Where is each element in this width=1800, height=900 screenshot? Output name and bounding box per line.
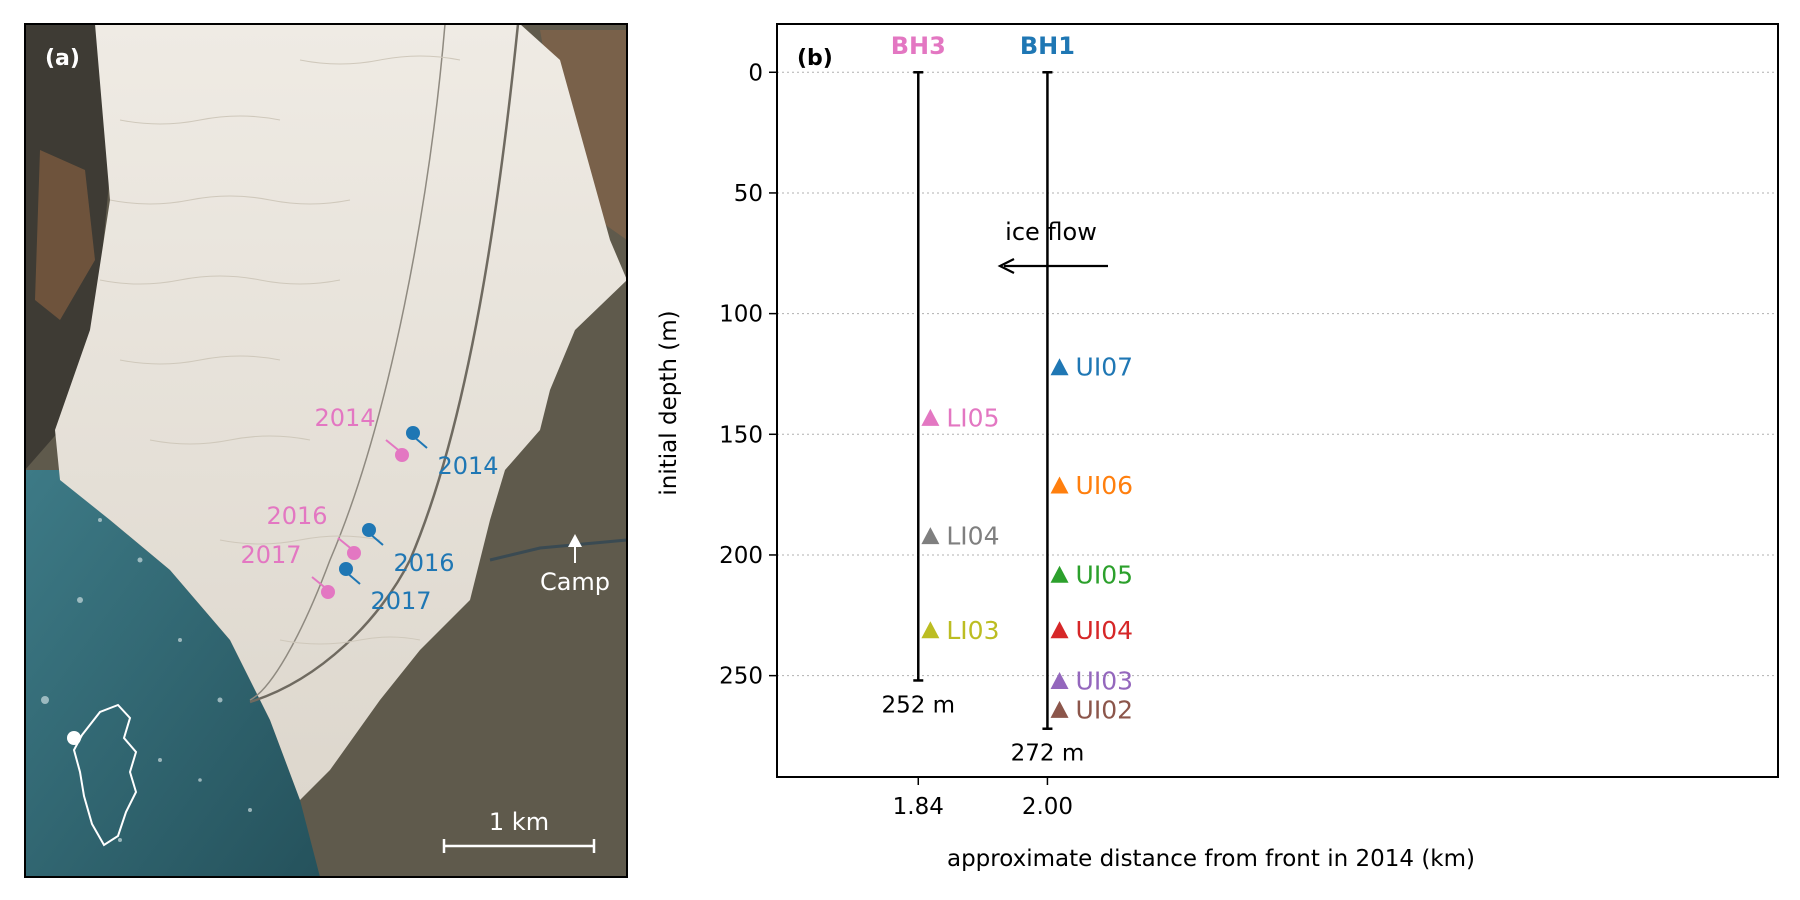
glacier-ice <box>55 24 627 800</box>
y-tick-label: 0 <box>748 60 763 86</box>
scale-bar-label: 1 km <box>489 808 549 836</box>
sensor-label-li03: LI03 <box>946 616 999 645</box>
x-axis-title: approximate distance from front in 2014 … <box>947 846 1475 872</box>
y-tick-label: 200 <box>719 543 763 569</box>
y-tick-label: 50 <box>734 181 763 207</box>
map-frame <box>24 23 628 878</box>
sensor-marker-ui04 <box>1050 621 1069 639</box>
sensor-label-ui05: UI05 <box>1076 560 1133 589</box>
panel-a-label: (a) <box>45 46 80 71</box>
chart-panel: 0 50 100 150 200 250 1.84 2.00 BH3 252 m BH1 272 … <box>656 23 1779 872</box>
borehole-lines: BH3 252 m BH1 272 m <box>881 32 1084 767</box>
ice-flow-label: ice flow <box>1005 218 1097 246</box>
camp-label: Camp <box>540 568 610 596</box>
sensor-label-ui02: UI02 <box>1076 695 1133 724</box>
sea <box>25 470 320 877</box>
greenland-inset-icon <box>72 703 138 847</box>
sensor-marker-ui05 <box>1050 565 1069 583</box>
blue-borehole-markers <box>339 426 428 585</box>
east-fjord-edge <box>489 538 627 562</box>
satellite-map: 2014 2016 2017 2014 2016 2017 Camp 1 km … <box>25 24 627 877</box>
medial-moraine-2 <box>249 24 520 704</box>
y-tick-label: 250 <box>719 664 763 690</box>
sensor-label-ui03: UI03 <box>1076 666 1133 695</box>
panel-b-label: (b) <box>797 46 833 71</box>
sensor-marker-ui06 <box>1050 476 1069 494</box>
medial-moraine-1 <box>249 24 446 701</box>
borehole-label-bh1: BH1 <box>1020 32 1075 60</box>
x-tick-label: 1.84 <box>893 794 944 820</box>
sensor-label-li05: LI05 <box>946 403 999 432</box>
sensor-marker-ui03 <box>1050 671 1069 689</box>
location-dot-icon <box>67 731 81 745</box>
sensor-marker-ui02 <box>1050 700 1069 718</box>
pink-year-2014: 2014 <box>314 404 375 432</box>
x-axis: 1.84 2.00 <box>893 777 1073 820</box>
sensor-label-ui06: UI06 <box>1076 471 1133 500</box>
sensor-label-ui07: UI07 <box>1076 353 1133 382</box>
sensor-marker-li05 <box>921 408 940 426</box>
sensor-label-ui04: UI04 <box>1076 616 1133 645</box>
sensor-marker-li04 <box>921 527 940 545</box>
crevasse-texture <box>99 55 461 645</box>
borehole-depth-label: 272 m <box>1011 741 1085 767</box>
pink-year-2017: 2017 <box>240 541 301 569</box>
ice-flow-arrowhead-icon <box>997 258 1015 274</box>
borehole-depth-label: 252 m <box>881 692 955 718</box>
blue-year-2014: 2014 <box>437 452 498 480</box>
sea-ice-floes <box>41 518 252 842</box>
y-axis: 0 50 100 150 200 250 <box>719 60 777 690</box>
camp-arrow-icon <box>568 534 582 563</box>
scale-bar <box>442 839 596 853</box>
plot-frame <box>776 23 1779 778</box>
sensor-label-li04: LI04 <box>946 522 999 551</box>
grid-lines <box>777 71 1778 677</box>
borehole-label-bh3: BH3 <box>891 32 946 60</box>
y-axis-title: initial depth (m) <box>656 310 682 495</box>
x-tick-label: 2.00 <box>1022 794 1073 820</box>
sensor-marker-ui07 <box>1050 358 1069 376</box>
blue-year-2016: 2016 <box>393 549 454 577</box>
sensor-marker-li03 <box>921 621 940 639</box>
pink-borehole-markers <box>311 439 409 599</box>
blue-year-2017: 2017 <box>370 587 431 615</box>
y-tick-label: 100 <box>719 302 763 328</box>
y-tick-label: 150 <box>719 422 763 448</box>
west-rock-brown <box>35 150 95 320</box>
pink-year-2016: 2016 <box>266 502 327 530</box>
